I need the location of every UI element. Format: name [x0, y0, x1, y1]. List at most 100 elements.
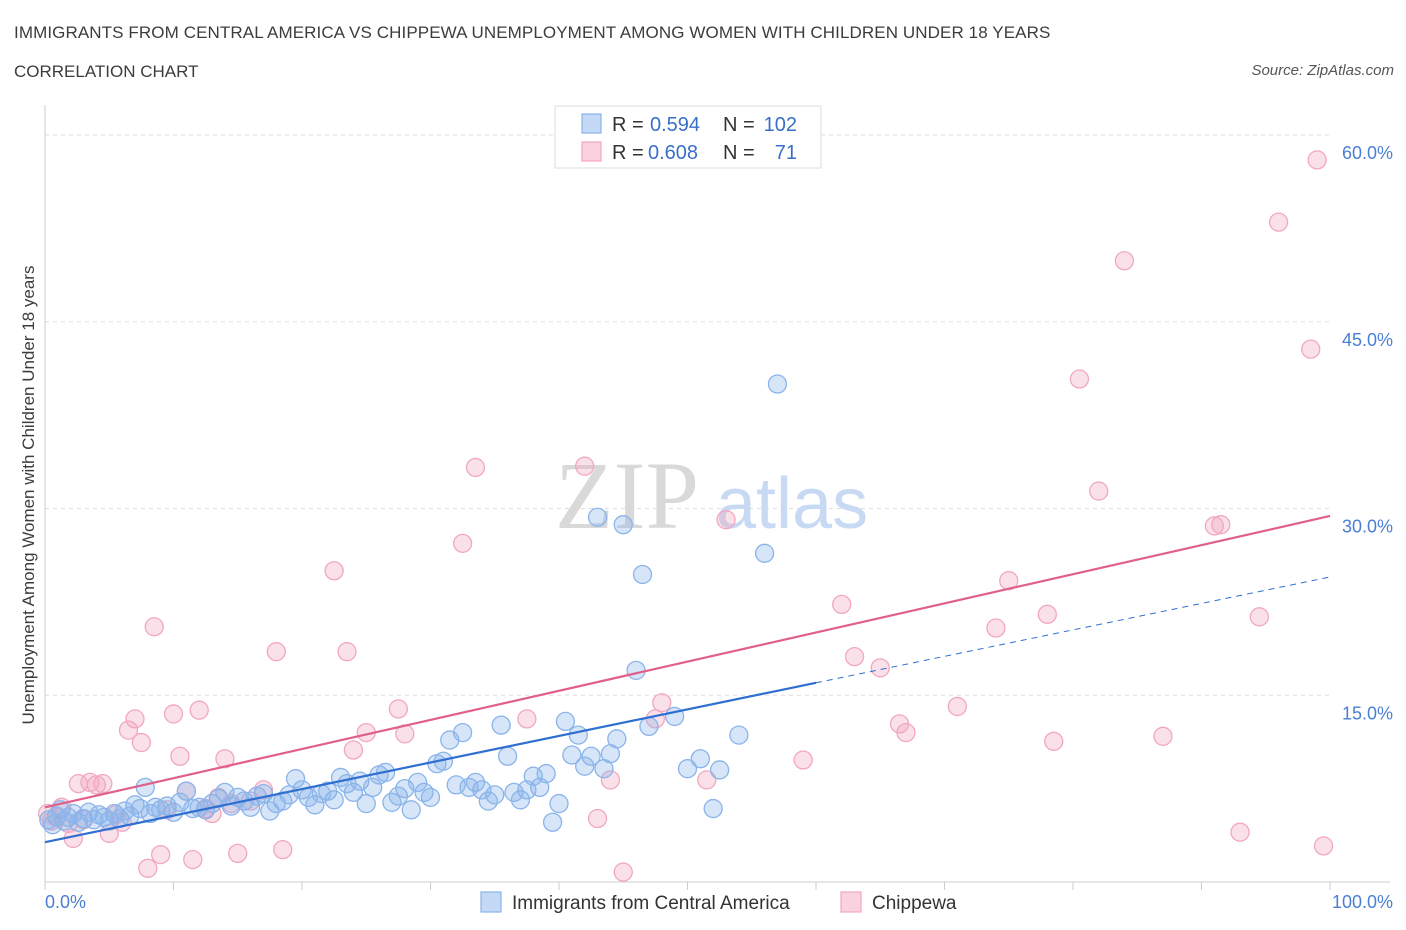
legend-r-value-1: 0.594	[650, 114, 700, 136]
immigrants-point-60	[388, 786, 409, 806]
legend-n-label-2: N =	[723, 142, 755, 164]
immigrants-point-62	[401, 800, 421, 820]
chippewa-point-15	[125, 709, 145, 729]
chippewa-point-29	[215, 749, 235, 769]
immigrants-point-77	[497, 746, 518, 766]
chippewa-point-24	[183, 849, 203, 870]
chippewa-point-43	[465, 457, 486, 478]
chippewa-point-64	[1069, 369, 1090, 389]
chippewa-point-38	[343, 740, 364, 760]
trend-lines	[44, 514, 1331, 844]
chippewa-point-18	[144, 617, 164, 637]
immigrants-point-7	[68, 812, 89, 832]
immigrants-point-53	[343, 782, 364, 803]
chippewa-point-46	[587, 808, 608, 829]
immigrants-point-40	[260, 801, 280, 821]
immigrants-point-100	[677, 759, 698, 779]
chippewa-point-21	[163, 704, 184, 724]
chippewa-point-51	[697, 770, 717, 790]
immigrants-point-79	[510, 790, 531, 810]
immigrants-point-96	[626, 660, 646, 680]
watermark: ZIP atlas	[555, 442, 868, 549]
legend-r-label-2: R =	[612, 142, 644, 164]
chippewa-point-59	[947, 696, 967, 717]
immigrants-point-21	[140, 803, 161, 824]
y-tick-labels: 15.0% 30.0% 45.0% 60.0%	[1342, 143, 1393, 723]
immigrants-point-89	[575, 756, 595, 776]
y-tick-label-1: 30.0%	[1342, 517, 1393, 537]
immigrants-point-86	[555, 711, 576, 732]
immigrants-point-8	[73, 808, 94, 829]
legend-bottom-label-immigrants: Immigrants from Central America	[512, 893, 790, 914]
immigrants-point-19	[130, 798, 150, 819]
chippewa-point-22	[170, 746, 190, 766]
legend-n-value-2: 71	[775, 142, 797, 164]
chart-subtitle: CORRELATION CHART	[14, 62, 199, 81]
y-tick-label-3: 60.0%	[1342, 143, 1393, 163]
y-tick-label-2: 45.0%	[1342, 330, 1393, 350]
immigrants-point-91	[587, 507, 608, 527]
chart-title: IMMIGRANTS FROM CENTRAL AMERICA VS CHIPP…	[14, 23, 1051, 42]
immigrants-point-63	[407, 772, 428, 793]
legend-bottom-swatch-immigrants	[480, 891, 502, 913]
chippewa-point-35	[273, 839, 293, 860]
trend-line-chippewa	[44, 514, 1331, 809]
chippewa-point-69	[1211, 515, 1231, 535]
immigrants-point-98	[639, 716, 659, 737]
immigrants-point-56	[363, 777, 383, 798]
immigrants-point-76	[491, 715, 511, 735]
y-axis-label: Unemployment Among Women with Children U…	[19, 266, 38, 725]
x-tick-label-1: 100.0%	[1332, 892, 1393, 912]
immigrants-point-72	[465, 772, 486, 793]
chippewa-point-9	[86, 775, 107, 795]
chippewa-point-45	[575, 456, 595, 476]
chippewa-point-74	[1307, 150, 1327, 170]
chippewa-point-58	[896, 722, 916, 743]
chippewa-point-56	[870, 658, 890, 678]
immigrants-point-12	[94, 807, 114, 827]
chippewa-point-10	[93, 773, 113, 794]
immigrants-point-37	[240, 797, 261, 817]
legend-swatch-immigrants	[581, 113, 602, 134]
immigrants-point-101	[690, 749, 710, 769]
chippewa-point-17	[138, 858, 158, 878]
immigrants-point-106	[767, 374, 788, 394]
trend-line-immigrants-extension	[815, 576, 1331, 684]
chippewa-point-44	[517, 709, 537, 729]
chippewa-point-75	[1313, 836, 1334, 856]
immigrants-point-75	[485, 785, 505, 805]
immigrants-point-20	[135, 777, 155, 798]
source-label: Source: ZipAtlas.com	[1251, 62, 1394, 79]
legend-n-value-1: 102	[764, 114, 797, 136]
chippewa-point-55	[844, 647, 865, 667]
chippewa-point-60	[986, 618, 1006, 638]
chippewa-point-72	[1268, 212, 1289, 232]
chippewa-point-68	[1204, 516, 1224, 536]
chippewa-point-67	[1153, 726, 1173, 746]
immigrants-point-104	[729, 725, 749, 745]
immigrants-point-90	[581, 746, 601, 766]
legend-r-value-2: 0.608	[648, 142, 698, 164]
chippewa-point-36	[324, 561, 344, 581]
immigrants-point-44	[285, 769, 306, 789]
trend-line-immigrants	[44, 681, 817, 844]
immigrants-point-47	[305, 795, 325, 815]
chippewa-point-52	[716, 510, 736, 530]
chippewa-point-65	[1089, 481, 1109, 501]
chippewa-point-31	[228, 843, 248, 864]
legend-bottom-swatch-chippewa	[840, 891, 862, 913]
immigrants-point-84	[542, 812, 563, 832]
chippewa-point-19	[150, 844, 171, 865]
immigrants-point-11	[89, 805, 109, 825]
chippewa-point-47	[600, 770, 621, 790]
x-tick-label-0: 0.0%	[45, 892, 86, 912]
immigrants-point-102	[703, 798, 723, 819]
chippewa-point-40	[388, 699, 409, 719]
immigrants-point-27	[176, 781, 197, 801]
chippewa-point-37	[337, 642, 357, 662]
chippewa-point-50	[652, 693, 672, 713]
immigrants-point-64	[414, 782, 434, 803]
series-legend: Immigrants from Central America Chippewa	[480, 891, 957, 914]
watermark-atlas: atlas	[716, 464, 868, 544]
